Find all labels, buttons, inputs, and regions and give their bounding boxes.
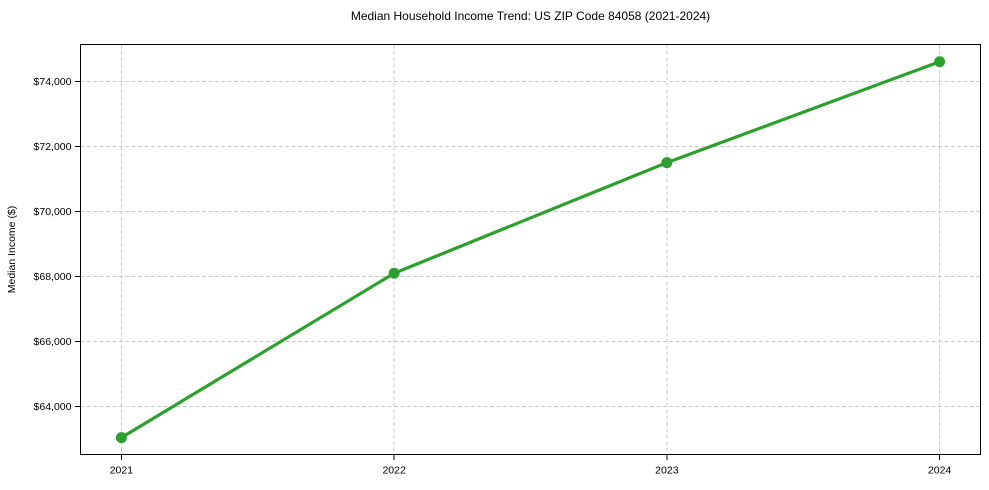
x-tick-labels: 2021 2022 2023 2024 <box>110 465 952 477</box>
y-tick-labels: $64,000 $66,000 $68,000 $70,000 $72,000 $74,0… <box>34 76 72 413</box>
income-trend-line <box>119 60 942 440</box>
data-point-marker <box>388 267 400 279</box>
chart-title: Median Household Income Trend: US ZIP Co… <box>350 9 711 23</box>
y-tick-label: $64,000 <box>34 401 72 413</box>
x-tick-label: 2021 <box>110 465 134 477</box>
plot-frame <box>80 44 981 455</box>
y-axis-label: Median Income ($) <box>6 206 18 294</box>
y-tick-label: $72,000 <box>34 141 72 153</box>
x-tick-label: 2022 <box>382 465 406 477</box>
tick-marks <box>75 80 941 460</box>
data-point-marker <box>934 56 946 68</box>
data-point-marker <box>661 157 673 169</box>
y-tick-label: $66,000 <box>34 336 72 348</box>
y-tick-label: $68,000 <box>34 271 72 283</box>
gridlines <box>80 44 981 455</box>
data-point-marker <box>115 432 127 444</box>
x-tick-label: 2024 <box>928 465 952 477</box>
x-tick-label: 2023 <box>655 465 679 477</box>
y-tick-label: $70,000 <box>34 206 72 218</box>
y-tick-label: $74,000 <box>34 76 72 88</box>
